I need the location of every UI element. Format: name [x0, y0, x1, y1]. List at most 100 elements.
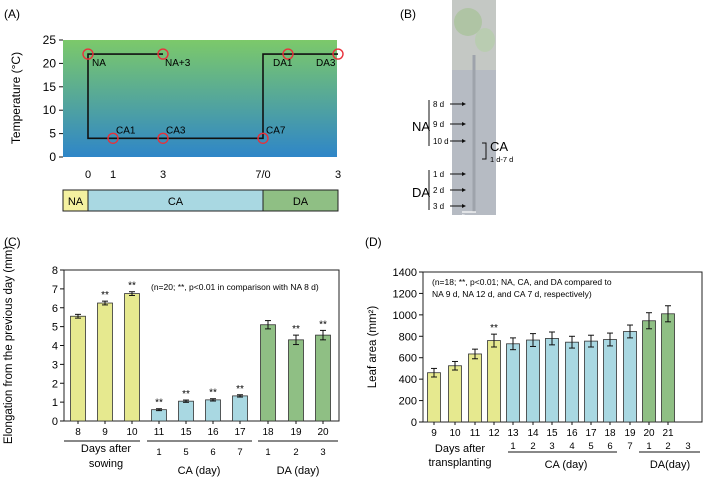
elongation-group-sublabel: 3 — [320, 447, 325, 458]
temperature-y-tick-label: 25 — [43, 33, 57, 47]
day-arrow-head — [462, 204, 466, 208]
leaf-area-group-sublabel: 4 — [569, 441, 574, 452]
temperature-x-tick-label: 3 — [335, 169, 341, 181]
temperature-series-line — [87, 53, 338, 140]
elongation-x-tick-label: 15 — [180, 427, 192, 438]
day-label: 2 d — [433, 186, 444, 195]
leaf-area-bars: 9 10 11 ** 12 13 14 15 16 17 18 19 20 21 — [427, 305, 675, 439]
elongation-y-tick-label: 1 — [52, 397, 58, 409]
elongation-bar — [260, 324, 276, 422]
elongation-significance: ** — [236, 384, 244, 395]
leaf-area-group-sublabel: 1 — [510, 441, 515, 452]
leaf-area-y-tick-label: 1000 — [393, 310, 417, 322]
elongation-y-tick-label: 2 — [52, 378, 58, 390]
panel-d-label: (D) — [365, 235, 382, 249]
elongation-y-tick-label: 4 — [52, 341, 58, 353]
elongation-bar — [178, 400, 194, 422]
elongation-group-title: sowing — [89, 458, 123, 470]
elongation-group-sublabel: 5 — [183, 447, 188, 458]
elongation-y-tick-label: 6 — [52, 303, 58, 315]
temperature-marker-label: CA1 — [116, 125, 136, 136]
day-label: 3 d — [433, 202, 444, 211]
leaf-area-group-sublabel: 3 — [685, 441, 690, 452]
day-arrow-head — [462, 122, 466, 126]
leaf-area-group-title: DA(day) — [650, 459, 690, 471]
elongation-x-tick-label: 16 — [207, 427, 219, 438]
ca-label: CA — [490, 139, 508, 154]
elongation-y-tick-label: 5 — [52, 322, 58, 334]
elongation-bars: 8 ** 9 ** 10 ** 11 ** 15 ** 16 ** 17 18 ** 19 ** 20 — [70, 281, 331, 438]
elongation-x-tick-label: 20 — [317, 427, 329, 438]
leaf-area-group-sublabel: 2 — [530, 441, 535, 452]
leaf-area-x-tick-label: 21 — [662, 428, 674, 439]
temperature-marker — [157, 48, 169, 60]
leaf-area-bar — [427, 372, 441, 423]
elongation-x-tick-label: 8 — [75, 427, 81, 438]
leaf-area-bar — [661, 313, 675, 423]
elongation-group-sublabel: 7 — [237, 447, 242, 458]
leaf-area-x-tick-label: 17 — [585, 428, 597, 439]
photo-annotations: NA DA 8 d 9 d 10 d 1 d 2 d 3 d CA 1 d-7 d 5 m… — [412, 100, 513, 220]
elongation-significance: ** — [292, 324, 300, 335]
leaf-area-x-tick-label: 15 — [546, 428, 558, 439]
temperature-x-tick-label: 1 — [110, 169, 116, 181]
elongation-y-axis: 0 1 2 3 4 5 6 7 8 — [52, 265, 64, 428]
day-arrow-head — [462, 139, 466, 143]
elongation-y-tick-label: 3 — [52, 359, 58, 371]
panel-b: (B) NA DA 8 d 9 d 10 d 1 d 2 d 3 d CA 1 d-7 d… — [400, 0, 513, 220]
elongation-bar — [97, 302, 113, 422]
leaf-area-group-sublabel: 7 — [627, 441, 632, 452]
leaf-area-bar — [468, 353, 482, 423]
leaf-area-x-tick-label: 9 — [431, 428, 437, 439]
elongation-group-title: Days after — [81, 443, 131, 455]
temperature-y-tick-label: 20 — [43, 56, 57, 70]
leaf-area-x-tick-label: 16 — [566, 428, 578, 439]
temperature-marker — [332, 48, 344, 60]
phase-bar-segment — [262, 189, 339, 212]
temperature-marker — [107, 132, 119, 144]
elongation-bar — [315, 334, 331, 422]
leaf-area-y-tick-label: 200 — [399, 396, 417, 408]
day-label: 9 d — [433, 120, 444, 129]
leaf-area-bar — [487, 340, 501, 423]
phase-bar-label: CA — [168, 196, 184, 208]
temperature-x-tick-label: 3 — [160, 169, 166, 181]
temperature-marker-label: NA+3 — [165, 58, 191, 69]
temperature-x-axis: 0 1 3 7/0 3 — [85, 169, 341, 181]
elongation-significance: ** — [319, 319, 327, 330]
elongation-bar — [70, 315, 86, 422]
leaf-area-annotation-line1: (n=18; **, p<0.01; NA, CA, and DA compar… — [432, 277, 612, 287]
day-arrow-head — [462, 188, 466, 192]
leaf-area-group-title: Days after — [435, 443, 485, 455]
elongation-annotation: (n=20; **, p<0.01 in comparison with NA … — [151, 282, 319, 292]
leaf-area-annotation-line2: NA 9 d, NA 12 d, and CA 7 d, respectivel… — [432, 289, 592, 299]
temperature-marker-label: DA1 — [273, 58, 293, 69]
panel-a-label: (A) — [4, 7, 20, 21]
leaf-area-group-sublabel: 2 — [665, 441, 670, 452]
leaf-area-x-tick-label: 19 — [624, 428, 636, 439]
day-label: 1 d — [433, 170, 444, 179]
day-marker-list: 8 d 9 d 10 d 1 d 2 d 3 d — [433, 100, 466, 211]
ca-range-label: 1 d-7 d — [490, 155, 513, 164]
leaf-area-x-tick-label: 13 — [507, 428, 519, 439]
leaf-area-group-sublabel: 5 — [588, 441, 593, 452]
leaf-area-significance: ** — [490, 323, 498, 334]
phase-bar-label: NA — [68, 196, 84, 208]
elongation-y-tick-label: 0 — [52, 416, 58, 428]
leaf-area-bar — [603, 339, 617, 423]
leaf-area-bar — [448, 365, 462, 423]
temperature-y-tick-label: 0 — [49, 150, 56, 164]
leaf-area-plot-frame — [422, 271, 703, 423]
elongation-group-sublabel: 1 — [265, 447, 270, 458]
elongation-group-title: CA (day) — [178, 465, 221, 477]
leaf-area-y-tick-label: 1400 — [393, 267, 417, 279]
elongation-group-sublabel: 2 — [293, 447, 298, 458]
leaf-area-bar — [506, 343, 520, 423]
leaf-area-y-tick-label: 600 — [399, 353, 417, 365]
temperature-marker-label: NA — [92, 58, 106, 69]
leaf-area-bar — [623, 331, 637, 423]
temperature-marker-label: DA3 — [316, 58, 336, 69]
elongation-x-tick-label: 17 — [234, 427, 246, 438]
leaf-area-bar — [545, 338, 559, 423]
